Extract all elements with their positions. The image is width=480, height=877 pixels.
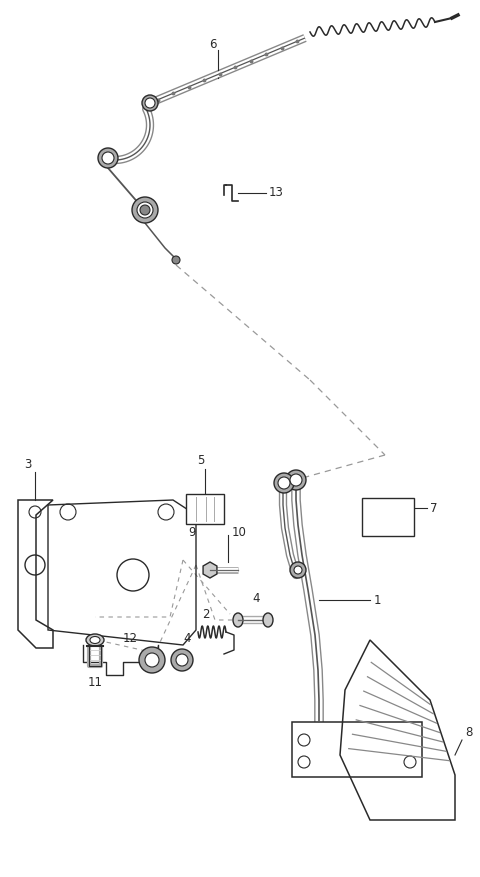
- Text: 11: 11: [87, 675, 103, 688]
- Text: 13: 13: [269, 187, 284, 199]
- Circle shape: [145, 653, 159, 667]
- Circle shape: [286, 470, 306, 490]
- Bar: [292, 722, 422, 777]
- Text: 12: 12: [122, 631, 137, 645]
- Circle shape: [274, 473, 294, 493]
- Text: 9: 9: [188, 525, 196, 538]
- Bar: [186, 494, 224, 524]
- Text: 10: 10: [232, 525, 247, 538]
- Circle shape: [176, 654, 188, 666]
- Text: 3: 3: [24, 458, 32, 470]
- Circle shape: [145, 98, 155, 108]
- Bar: [362, 498, 414, 536]
- Text: 8: 8: [465, 726, 472, 739]
- Ellipse shape: [86, 634, 104, 646]
- Circle shape: [294, 566, 302, 574]
- Text: 5: 5: [197, 454, 204, 467]
- Circle shape: [132, 197, 158, 223]
- Text: 4: 4: [183, 631, 191, 645]
- Text: 4: 4: [252, 591, 260, 604]
- Circle shape: [98, 148, 118, 168]
- Circle shape: [172, 256, 180, 264]
- Ellipse shape: [90, 637, 100, 644]
- Ellipse shape: [263, 613, 273, 627]
- Text: 6: 6: [209, 39, 217, 52]
- Circle shape: [278, 477, 290, 489]
- Circle shape: [102, 152, 114, 164]
- Circle shape: [137, 202, 153, 218]
- Circle shape: [142, 95, 158, 111]
- Polygon shape: [203, 562, 217, 578]
- Text: 1: 1: [374, 594, 382, 607]
- Circle shape: [171, 649, 193, 671]
- Circle shape: [139, 647, 165, 673]
- Text: 7: 7: [430, 502, 437, 515]
- Text: 2: 2: [202, 608, 210, 621]
- Circle shape: [290, 474, 302, 486]
- Circle shape: [140, 205, 150, 215]
- Ellipse shape: [233, 613, 243, 627]
- Circle shape: [290, 562, 306, 578]
